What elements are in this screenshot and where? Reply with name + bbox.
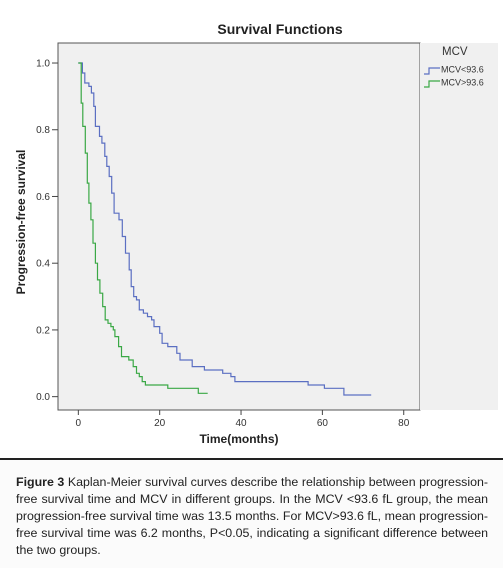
legend-swatch — [424, 67, 440, 75]
y-tick-label: 0.4 — [36, 259, 50, 270]
x-axis-label: Time(months) — [199, 432, 278, 446]
y-tick-label: 0.0 — [36, 392, 50, 403]
y-tick-label: 1.0 — [36, 59, 50, 70]
survival-chart: Survival Functions Progression-free surv… — [14, 21, 498, 446]
x-axis: 0 20 40 60 80 — [76, 410, 410, 429]
survival-curve-mcv-93-6 — [78, 62, 372, 396]
caption-text: Kaplan-Meier survival curves describe th… — [16, 475, 488, 557]
y-tick-label: 0.8 — [36, 125, 50, 136]
x-tick-label: 20 — [154, 418, 166, 429]
x-tick-label: 80 — [398, 418, 410, 429]
figure-caption-box: Figure 3 Kaplan-Meier survival curves de… — [0, 458, 503, 568]
x-tick-label: 60 — [317, 418, 329, 429]
legend-title: MCV — [442, 46, 468, 58]
y-axis: 0.0 0.2 0.4 0.6 0.8 1.0 — [36, 59, 58, 403]
y-tick-label: 0.2 — [36, 325, 50, 336]
legend-entry-label: MCV>93.6 — [441, 78, 484, 88]
legend-swatch — [424, 80, 440, 88]
x-tick-label: 0 — [76, 418, 82, 429]
survival-curves — [78, 62, 372, 396]
y-axis-label: Progression-free survival — [14, 150, 28, 295]
y-tick-label: 0.6 — [36, 192, 50, 203]
legend-entry-label: MCV<93.6 — [441, 65, 484, 75]
figure-label: Figure 3 — [16, 475, 65, 489]
figure-caption: Figure 3 Kaplan-Meier survival curves de… — [16, 474, 488, 559]
chart-title: Survival Functions — [217, 21, 342, 37]
legend-panel — [420, 43, 498, 410]
plot-area — [57, 42, 421, 411]
survival-curve-mcv-93-6 — [78, 62, 208, 394]
x-tick-label: 40 — [235, 418, 247, 429]
legend: MCV MCV<93.6 MCV>93.6 — [424, 46, 484, 88]
